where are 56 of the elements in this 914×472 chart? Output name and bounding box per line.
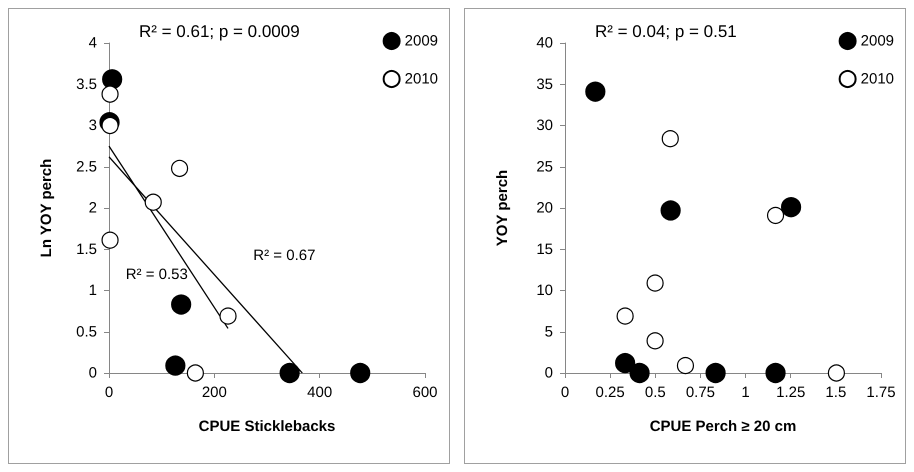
x-tick-label: 1.5 <box>825 384 846 401</box>
legend-label: 2009 <box>860 32 894 50</box>
y-tick-label: 15 <box>536 240 553 258</box>
y-tick-label: 1 <box>88 282 97 299</box>
point <box>780 197 802 218</box>
y-tick-label: 30 <box>536 117 553 134</box>
point <box>350 362 370 384</box>
x-tick-label: 0.5 <box>644 384 666 401</box>
text: R² = 0.04; p = 0.51 <box>595 22 737 41</box>
x-tick-label: 0.25 <box>596 384 625 401</box>
y-tick-label: 2.5 <box>76 158 97 176</box>
y-tick-label: 40 <box>536 34 553 52</box>
y-axis-title: Ln YOY perch <box>38 158 55 258</box>
point <box>171 294 192 315</box>
point <box>765 362 786 384</box>
point <box>629 362 650 384</box>
y-tick-label: 3 <box>88 117 97 134</box>
x-tick-label: 200 <box>202 384 227 401</box>
y-tick-label: 0.5 <box>76 323 97 340</box>
point <box>144 194 162 211</box>
point <box>660 200 681 221</box>
x-tick-label: 400 <box>307 384 332 401</box>
text: R² = 0.61; p = 0.0009 <box>139 22 300 41</box>
point <box>615 353 636 374</box>
x-tick-label: 600 <box>412 384 438 401</box>
x-tick-label: 0.75 <box>686 384 716 401</box>
x-tick-label: 0 <box>104 384 114 401</box>
x-tick-label: 1.25 <box>776 384 806 401</box>
y-tick-label: 0 <box>544 364 553 382</box>
y-tick-label: 1.5 <box>76 240 97 258</box>
legend-label: 2010 <box>860 70 894 88</box>
y-tick-label: 0 <box>88 364 97 382</box>
point <box>585 82 606 102</box>
point <box>706 362 726 384</box>
point <box>101 116 119 134</box>
y-tick-label: 2 <box>88 200 97 216</box>
y-tick-label: 5 <box>544 323 553 340</box>
x-axis-title: CPUE Sticklebacks <box>198 418 336 435</box>
point <box>102 69 122 90</box>
legend-label: 2010 <box>404 70 438 88</box>
y-tick-label: 35 <box>536 76 553 93</box>
y-axis-title: YOY perch <box>494 170 511 246</box>
point <box>165 355 186 376</box>
y-tick-label: 20 <box>536 200 553 216</box>
x-tick-label: 0 <box>560 384 570 401</box>
x-tick-label: 1 <box>741 384 750 401</box>
y-tick-label: 3.5 <box>76 76 97 93</box>
annotation: R² = 0.67 <box>253 247 316 264</box>
y-tick-label: 25 <box>536 158 553 176</box>
y-tick-label: 4 <box>88 34 97 52</box>
x-axis-title: CPUE Perch ≥ 20 cm <box>650 418 796 435</box>
y-tick-label: 10 <box>536 282 553 299</box>
annotation: R² = 0.53 <box>126 266 188 283</box>
legend-label: 2009 <box>404 32 438 50</box>
x-tick-label: 1.75 <box>866 384 896 401</box>
point <box>280 362 300 384</box>
